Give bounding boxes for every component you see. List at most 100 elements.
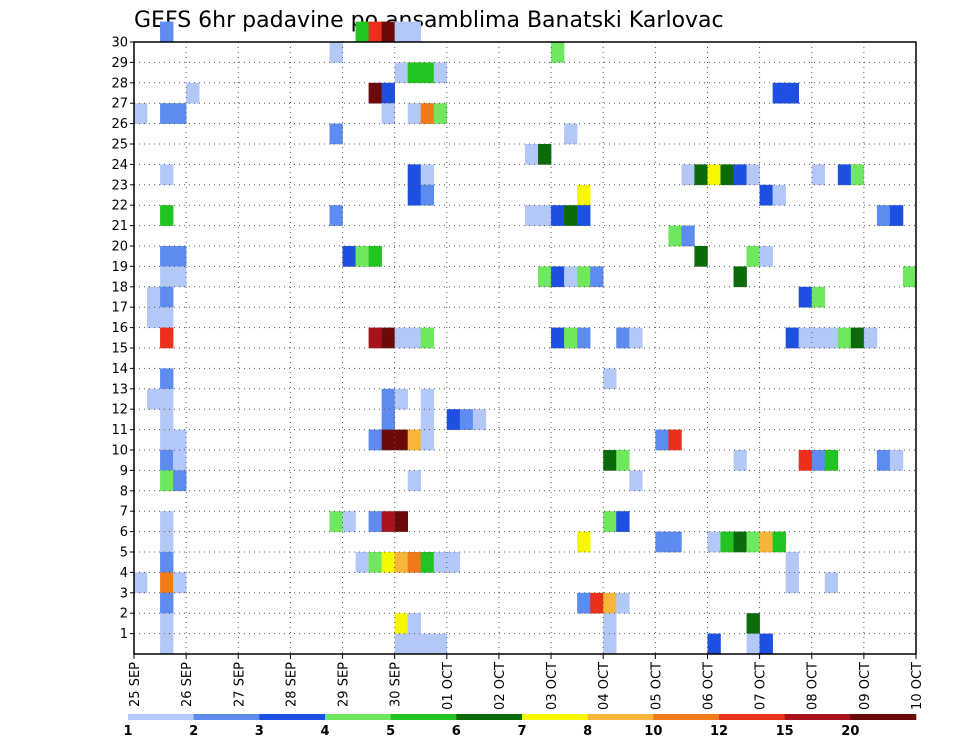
heat-cell (538, 205, 552, 226)
heat-cell (407, 613, 422, 634)
chart-title: GEFS 6hr padavine po ansamblima Banatski… (134, 8, 724, 33)
y-tick-label: 15 (111, 342, 128, 357)
heat-cell (707, 164, 721, 186)
heat-cell (746, 633, 760, 655)
heat-cell (759, 246, 773, 267)
heat-cell (811, 164, 826, 186)
heat-cell (746, 164, 760, 186)
heat-cell (368, 327, 382, 349)
heat-cell (147, 286, 161, 308)
heat-cell (368, 511, 382, 532)
y-tick-label: 4 (120, 566, 128, 581)
heat-cell (759, 531, 773, 553)
heat-cell (355, 21, 369, 43)
y-tick-label: 14 (111, 362, 128, 377)
heat-cell (746, 246, 760, 267)
heat-cell (160, 511, 174, 532)
colorbar-label: 8 (583, 724, 592, 739)
heat-cell (629, 327, 643, 349)
heat-cell (446, 409, 461, 430)
heat-cell (407, 62, 422, 84)
heat-cell (342, 246, 356, 267)
y-tick-label: 10 (111, 444, 128, 459)
heat-cell (837, 327, 852, 349)
heat-cell (459, 409, 474, 430)
y-tick-label: 21 (111, 219, 128, 234)
y-tick-label: 30 (111, 36, 128, 51)
colorbar-label: 5 (386, 724, 395, 739)
y-tick-label: 28 (111, 76, 128, 91)
colorbar-swatch (325, 714, 391, 720)
heat-cell (551, 42, 565, 63)
heat-cell (668, 531, 682, 553)
heat-cell (420, 429, 435, 451)
heat-cell (785, 552, 799, 573)
heat-cell (160, 327, 174, 349)
heat-cell (394, 21, 408, 43)
heat-cell (173, 572, 187, 594)
heat-cell (420, 409, 435, 430)
heat-cell (525, 205, 539, 226)
heat-cell (798, 286, 813, 308)
y-tick-label: 11 (111, 423, 128, 438)
heat-cell (720, 531, 734, 553)
heat-cell (381, 21, 395, 43)
y-tick-label: 18 (111, 280, 128, 295)
heat-cell (147, 388, 161, 410)
heat-cell (785, 572, 799, 594)
heat-cell (590, 592, 604, 614)
cells-layer (134, 21, 917, 655)
y-tick-label: 2 (120, 607, 128, 622)
heat-cell (420, 62, 435, 84)
heat-cell (407, 164, 422, 186)
y-tick-label: 5 (120, 546, 128, 561)
heat-cell (798, 450, 813, 471)
colorbar-swatch (456, 714, 523, 720)
heat-cell (785, 82, 799, 104)
heat-cell (420, 184, 435, 206)
heat-cell (160, 613, 174, 634)
heat-cell (551, 266, 565, 288)
colorbar-swatch (587, 714, 654, 720)
heat-cell (577, 266, 591, 288)
colorbar: 1 2 3 4 5 6 7 8 10 12 15 20 (123, 714, 917, 739)
heat-cell (694, 246, 708, 267)
y-tick-label: 12 (111, 403, 128, 418)
heat-cell (694, 164, 708, 186)
y-tick-label: 13 (111, 382, 128, 397)
colorbar-swatch (128, 714, 194, 720)
heat-cell (329, 511, 343, 532)
x-tick-label: 08 OCT (806, 662, 821, 710)
heat-cell (863, 327, 878, 349)
heat-cell (160, 246, 174, 267)
heat-cell (733, 164, 747, 186)
heat-cell (616, 592, 630, 614)
heat-cell (173, 470, 187, 492)
heat-cell (433, 103, 448, 124)
heat-cell (655, 429, 669, 451)
x-tick-label: 02 OCT (493, 662, 508, 710)
colorbar-swatch (259, 714, 326, 720)
y-tick-label: 26 (111, 117, 128, 132)
y-tick-label: 16 (111, 321, 128, 336)
heat-cell (381, 82, 395, 104)
heat-cell (772, 184, 786, 206)
heat-cell (160, 409, 174, 430)
heat-cell (381, 511, 395, 532)
heat-cell (798, 327, 813, 349)
y-tick-label: 7 (120, 505, 128, 520)
heat-cell (681, 164, 695, 186)
colorbar-swatch (850, 714, 917, 720)
heat-cell (160, 368, 174, 390)
colorbar-swatch (784, 714, 851, 720)
heat-cell (160, 164, 174, 186)
heat-cell (420, 633, 435, 655)
x-tick-label: 07 OCT (754, 662, 769, 710)
x-tick-label: 25 SEP (128, 662, 143, 707)
heat-cell (160, 388, 174, 410)
colorbar-label: 15 (776, 724, 794, 739)
colorbar-swatch (653, 714, 720, 720)
heat-cell (733, 531, 747, 553)
heat-cell (538, 266, 552, 288)
heat-cell (368, 246, 382, 267)
